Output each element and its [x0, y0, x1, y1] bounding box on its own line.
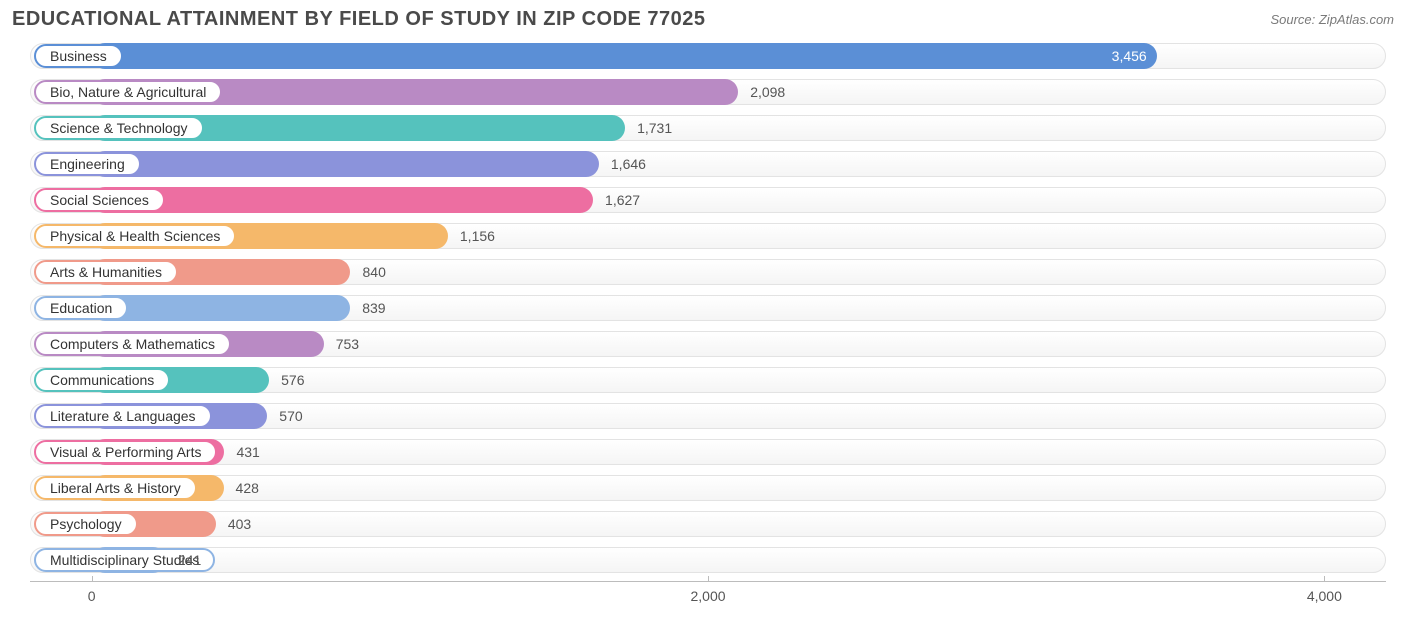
category-pill: Education	[34, 296, 128, 320]
value-label: 1,646	[611, 156, 646, 172]
axis-tick	[1324, 576, 1325, 582]
value-label: 241	[178, 552, 201, 568]
category-pill: Science & Technology	[34, 116, 204, 140]
category-pill: Arts & Humanities	[34, 260, 178, 284]
axis-tick	[708, 576, 709, 582]
bar-row: Visual & Performing Arts 431	[12, 437, 1394, 467]
category-pill: Engineering	[34, 152, 141, 176]
bar-row: Computers & Mathematics 753	[12, 329, 1394, 359]
value-label: 2,098	[750, 84, 785, 100]
bar	[92, 295, 351, 321]
category-pill: Physical & Health Sciences	[34, 224, 236, 248]
x-axis: 0 2,000 4,000	[30, 581, 1386, 609]
value-label: 576	[281, 372, 304, 388]
chart-title: EDUCATIONAL ATTAINMENT BY FIELD OF STUDY…	[12, 8, 706, 31]
axis-tick-label: 2,000	[690, 588, 725, 604]
value-label: 431	[236, 444, 259, 460]
bar-row: Social Sciences 1,627	[12, 185, 1394, 215]
value-label: 753	[336, 336, 359, 352]
category-pill: Liberal Arts & History	[34, 476, 197, 500]
chart-plot-area: Business 3,456 Bio, Nature & Agricultural 2…	[12, 41, 1394, 575]
category-pill: Bio, Nature & Agricultural	[34, 80, 222, 104]
bar	[92, 43, 1157, 69]
bar-row: Science & Technology 1,731	[12, 113, 1394, 143]
bar-row: Communications 576	[12, 365, 1394, 395]
bar-row: Multidisciplinary Studies241	[12, 545, 1394, 575]
bar-row: Liberal Arts & History 428	[12, 473, 1394, 503]
bar-row: Literature & Languages 570	[12, 401, 1394, 431]
value-label: 570	[279, 408, 302, 424]
value-label: 1,627	[605, 192, 640, 208]
value-label: 428	[236, 480, 259, 496]
bar-row: Bio, Nature & Agricultural 2,098	[12, 77, 1394, 107]
category-pill: Communications	[34, 368, 170, 392]
bar-row: Psychology 403	[12, 509, 1394, 539]
value-label: 3,456	[1112, 48, 1147, 64]
axis-tick-label: 4,000	[1307, 588, 1342, 604]
chart-source: Source: ZipAtlas.com	[1270, 8, 1394, 27]
value-label: 1,156	[460, 228, 495, 244]
value-label: 1,731	[637, 120, 672, 136]
chart-header: EDUCATIONAL ATTAINMENT BY FIELD OF STUDY…	[12, 8, 1394, 31]
category-pill: Literature & Languages	[34, 404, 212, 428]
axis-tick	[92, 576, 93, 582]
bar-track	[30, 439, 1386, 465]
bar-row: Engineering 1,646	[12, 149, 1394, 179]
bar-row: Arts & Humanities 840	[12, 257, 1394, 287]
bar-track	[30, 547, 1386, 573]
bar-track	[30, 475, 1386, 501]
category-pill: Visual & Performing Arts	[34, 440, 217, 464]
category-pill: Computers & Mathematics	[34, 332, 231, 356]
bar-row: Education 839	[12, 293, 1394, 323]
bar	[92, 187, 593, 213]
bar-row: Physical & Health Sciences 1,156	[12, 221, 1394, 251]
category-pill: Business	[34, 44, 123, 68]
category-pill: Social Sciences	[34, 188, 165, 212]
bar	[92, 151, 599, 177]
value-label: 403	[228, 516, 251, 532]
value-label: 839	[362, 300, 385, 316]
category-pill: Psychology	[34, 512, 138, 536]
bar-row: Business 3,456	[12, 41, 1394, 71]
value-label: 840	[363, 264, 386, 280]
axis-tick-label: 0	[88, 588, 96, 604]
